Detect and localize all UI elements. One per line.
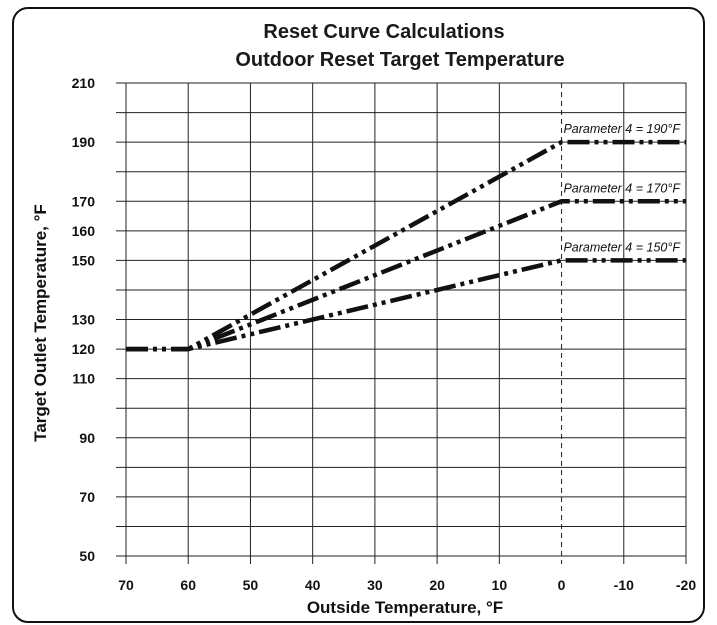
x-tick-label: 40 <box>305 577 321 593</box>
x-tick-label: -20 <box>676 577 696 593</box>
chart-frame <box>12 7 705 623</box>
series-label: Parameter 4 = 190°F <box>563 122 681 136</box>
x-axis-label: Outside Temperature, °F <box>307 598 503 617</box>
x-tick-label: 20 <box>429 577 445 593</box>
x-tick-label: -10 <box>614 577 634 593</box>
series-label: Parameter 4 = 150°F <box>563 240 681 254</box>
y-tick-label: 110 <box>72 371 95 387</box>
y-tick-label: 190 <box>72 134 96 150</box>
series-line <box>126 258 686 352</box>
y-tick-label: 50 <box>79 548 95 564</box>
y-tick-label: 150 <box>72 252 96 268</box>
y-tick-label: 170 <box>72 193 96 209</box>
x-tick-label: 50 <box>243 577 259 593</box>
series-line <box>126 139 686 352</box>
chart-subtitle: Outdoor Reset Target Temperature <box>235 49 564 71</box>
x-tick-label: 0 <box>558 577 566 593</box>
series-lines <box>126 139 686 352</box>
x-tick-label: 30 <box>367 577 383 593</box>
tick-labels: 50 70 90 110 120 130 150 160 170 190 210 70 60 50 40 30… <box>72 75 697 593</box>
y-axis-label: Target Outlet Temperature, °F <box>31 204 50 442</box>
plot-border <box>125 82 687 557</box>
y-tick-label: 70 <box>79 489 95 505</box>
y-tick-label: 120 <box>72 341 96 357</box>
chart-title: Reset Curve Calculations <box>263 21 504 43</box>
y-tick-label: 210 <box>72 75 96 91</box>
y-tick-label: 160 <box>72 223 96 239</box>
x-tick-label: 10 <box>492 577 508 593</box>
series-labels: Parameter 4 = 190°F Parameter 4 = 170°F Pa… <box>563 122 681 254</box>
series-label: Parameter 4 = 170°F <box>563 181 681 195</box>
y-tick-label: 90 <box>79 430 95 446</box>
series-line <box>126 199 686 352</box>
y-tick-label: 130 <box>72 312 96 328</box>
grid <box>116 82 687 564</box>
x-tick-label: 60 <box>180 577 196 593</box>
x-tick-label: 70 <box>118 577 134 593</box>
